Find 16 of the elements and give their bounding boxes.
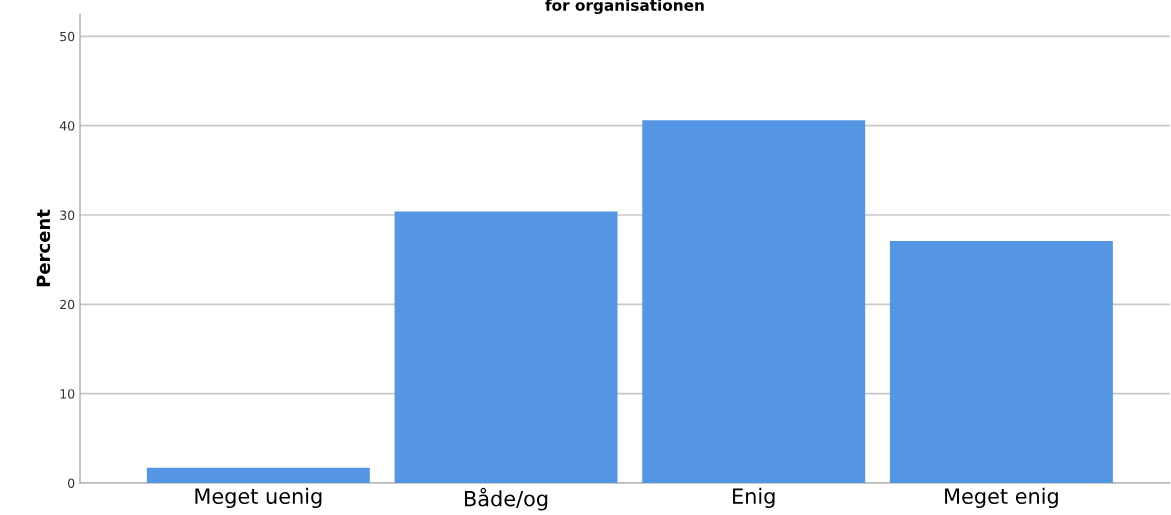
- y-axis-title: Percent: [36, 209, 51, 287]
- y-tick-label: 40: [59, 121, 75, 131]
- y-tick-label: 0: [68, 478, 75, 488]
- x-tick-label: Meget uenig: [195, 487, 322, 509]
- y-tick-label: 20: [60, 299, 75, 310]
- y-tick-label: 50: [60, 31, 75, 42]
- x-tick-label: Enig: [733, 487, 775, 509]
- bar: [642, 120, 866, 483]
- bar: [146, 467, 370, 483]
- bar: [889, 240, 1113, 483]
- y-tick-label: 30: [60, 210, 75, 220]
- y-tick-label: 10: [60, 389, 75, 399]
- x-tick-label: Meget enig: [945, 487, 1058, 509]
- bar: [394, 211, 618, 483]
- x-tick-label: Både/og: [465, 487, 548, 511]
- chart-title: for organisationen: [545, 0, 704, 14]
